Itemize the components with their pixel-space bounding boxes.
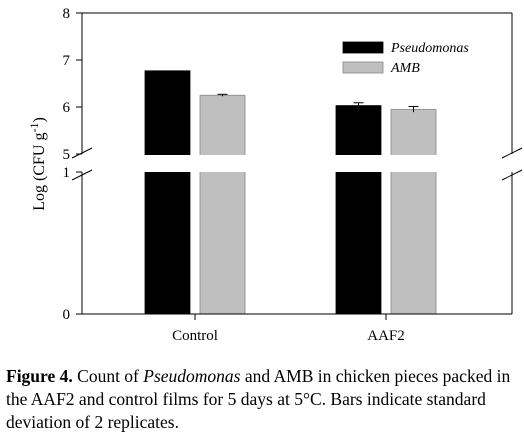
chart-area: 5 6 7 8 0 1 Control AAF2 Pseudomonas AMB Log (CF… bbox=[27, 6, 523, 344]
bar-chart: 5 6 7 8 0 1 Control AAF2 Pseudomonas AMB Log (CF… bbox=[27, 6, 523, 344]
legend-swatch bbox=[342, 41, 384, 54]
x-tick-label: Control bbox=[172, 328, 218, 344]
axis-break-mark-left bbox=[71, 147, 93, 159]
bar bbox=[390, 108, 437, 315]
caption-label: Figure 4. bbox=[6, 366, 73, 386]
bar bbox=[335, 105, 382, 315]
y-tick-label: 5 bbox=[63, 147, 71, 163]
y-axis-label: Log (CFU g-1) bbox=[27, 117, 48, 211]
legend-swatch bbox=[342, 61, 384, 74]
caption-text-2: and AMB in chicken pieces packed in the … bbox=[6, 366, 511, 432]
x-tick-label: AAF2 bbox=[367, 328, 405, 344]
legend-label: AMB bbox=[390, 61, 420, 76]
bar bbox=[144, 70, 191, 315]
figure-caption: Figure 4. Count of Pseudomonas and AMB i… bbox=[6, 365, 520, 434]
axis-break-mark-right bbox=[501, 147, 523, 159]
y-tick-label: 0 bbox=[63, 307, 71, 323]
y-tick-label: 8 bbox=[63, 6, 71, 22]
axis-break-gap bbox=[80, 155, 514, 172]
bar bbox=[199, 94, 246, 315]
caption-italic-term: Pseudomonas bbox=[143, 366, 241, 386]
y-tick-label: 1 bbox=[63, 165, 71, 181]
legend-label: Pseudomonas bbox=[390, 41, 469, 56]
y-tick-label: 7 bbox=[63, 53, 71, 69]
y-tick-label: 6 bbox=[63, 100, 71, 116]
caption-text-1: Count of bbox=[72, 366, 144, 386]
axis-break-mark-left bbox=[71, 169, 93, 181]
axis-break-mark-right bbox=[501, 169, 523, 181]
